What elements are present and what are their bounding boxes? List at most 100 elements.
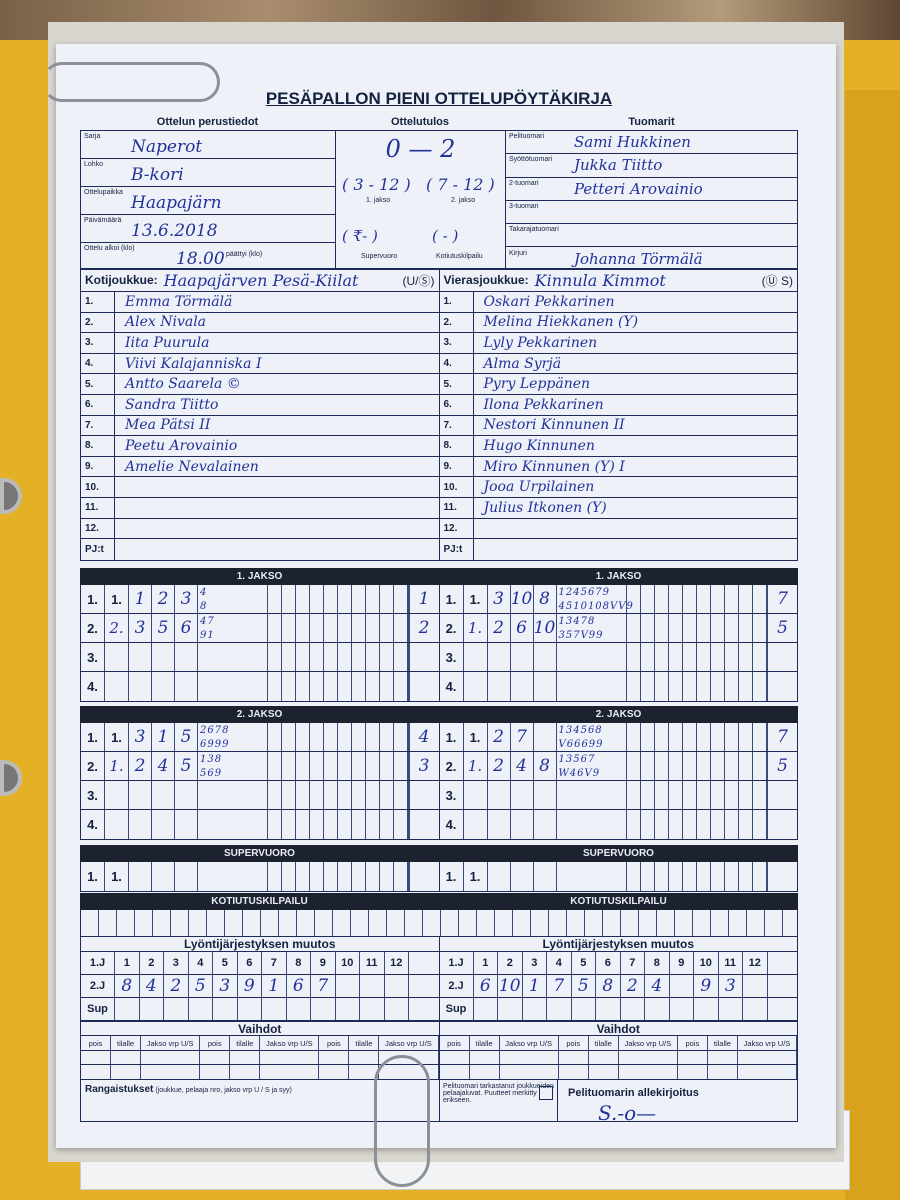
batter-cell[interactable] <box>175 862 198 891</box>
inning-runs[interactable]: 1 <box>408 585 439 613</box>
batter-cell[interactable]: 2 <box>129 752 152 780</box>
batter-cell[interactable]: 5 <box>175 723 198 751</box>
start-value[interactable]: 1. <box>464 752 488 780</box>
start-value[interactable] <box>464 781 488 809</box>
player-name[interactable]: Lyly Pekkarinen <box>483 334 598 351</box>
substitution-cell[interactable] <box>619 1065 678 1079</box>
player-name[interactable]: Miro Kinnunen (Y) I <box>483 458 625 475</box>
substitution-cell[interactable] <box>678 1065 708 1079</box>
empty-cells[interactable] <box>626 862 767 891</box>
substitution-cell[interactable] <box>111 1065 142 1079</box>
batter-cell[interactable]: 4 <box>152 752 175 780</box>
substitution-cell[interactable] <box>738 1051 798 1064</box>
inning-runs[interactable] <box>408 643 439 671</box>
start-value[interactable] <box>464 810 488 839</box>
batter-cell[interactable]: 3 <box>488 585 511 613</box>
inning-runs[interactable] <box>767 643 797 671</box>
inning-runs[interactable]: 4 <box>408 723 439 751</box>
inning-runs[interactable] <box>408 862 439 891</box>
inning-runs[interactable] <box>767 672 797 701</box>
lineup-cell[interactable]: 9 <box>238 975 262 997</box>
lineup-cell[interactable] <box>474 998 498 1020</box>
substitution-cell[interactable] <box>260 1051 320 1064</box>
lineup-cell[interactable] <box>140 998 164 1020</box>
batter-cell[interactable]: 2 <box>488 752 511 780</box>
lineup-cell[interactable] <box>523 998 547 1020</box>
batter-cell[interactable] <box>129 810 152 839</box>
run-marks[interactable] <box>198 810 268 839</box>
lineup-cell[interactable] <box>238 998 262 1020</box>
inning-runs[interactable] <box>408 781 439 809</box>
lineup-cell[interactable]: 7 <box>547 975 572 997</box>
batter-cell[interactable]: 8 <box>534 752 557 780</box>
start-value[interactable]: 1. <box>464 614 488 642</box>
batter-cell[interactable] <box>152 781 175 809</box>
lineup-cell[interactable] <box>336 975 360 997</box>
batter-cell[interactable]: 7 <box>511 723 534 751</box>
lineup-cell[interactable] <box>164 998 189 1020</box>
lineup-cell[interactable] <box>621 998 645 1020</box>
batter-cell[interactable]: 4 <box>511 752 534 780</box>
run-marks[interactable]: 13567 W46V9 <box>557 752 627 780</box>
lineup-cell[interactable]: 4 <box>645 975 670 997</box>
batter-cell[interactable] <box>488 643 511 671</box>
lineup-cell[interactable] <box>498 998 523 1020</box>
run-marks[interactable] <box>557 781 627 809</box>
run-marks[interactable]: 1245679 4510108VV9 <box>557 585 633 613</box>
player-name[interactable]: Peetu Arovainio <box>125 437 238 454</box>
lineup-cell[interactable]: 5 <box>189 975 213 997</box>
batter-cell[interactable]: 2 <box>152 585 175 613</box>
start-value[interactable]: 2. <box>105 614 129 642</box>
run-marks[interactable] <box>557 810 627 839</box>
lineup-cell[interactable]: 9 <box>694 975 719 997</box>
batter-cell[interactable] <box>511 862 534 891</box>
start-value[interactable] <box>105 781 129 809</box>
inning-runs[interactable]: 3 <box>408 752 439 780</box>
empty-cells[interactable] <box>626 585 767 613</box>
start-value[interactable] <box>105 672 129 701</box>
lineup-cell[interactable] <box>694 998 719 1020</box>
referee-name[interactable]: Sami Hukkinen <box>574 133 691 151</box>
substitution-cell[interactable] <box>619 1051 678 1064</box>
run-marks[interactable]: 134568 V66699 <box>557 723 627 751</box>
lineup-cell[interactable]: 7 <box>311 975 336 997</box>
substitution-cell[interactable] <box>260 1065 320 1079</box>
empty-cells[interactable] <box>268 752 409 780</box>
inning-runs[interactable] <box>767 862 797 891</box>
run-marks[interactable]: 138 569 <box>198 752 268 780</box>
substitution-cell[interactable] <box>141 1051 201 1064</box>
empty-cells[interactable] <box>626 723 767 751</box>
substitution-cell[interactable] <box>559 1065 589 1079</box>
lineup-cell[interactable] <box>360 975 385 997</box>
substitution-cell[interactable] <box>230 1051 261 1064</box>
referee-name[interactable]: Jukka Tiitto <box>574 156 663 175</box>
lineup-cell[interactable]: 1 <box>523 975 547 997</box>
batter-cell[interactable] <box>129 643 152 671</box>
batter-cell[interactable] <box>488 810 511 839</box>
lineup-cell[interactable] <box>743 975 768 997</box>
substitution-cell[interactable] <box>559 1051 589 1064</box>
batter-cell[interactable] <box>175 672 198 701</box>
player-name[interactable]: Iita Puurula <box>125 334 210 351</box>
lineup-cell[interactable] <box>572 998 596 1020</box>
empty-cells[interactable] <box>268 781 409 809</box>
substitution-cell[interactable] <box>319 1065 350 1079</box>
field-value[interactable]: Haapajärn <box>131 193 222 213</box>
inning-runs[interactable] <box>767 810 797 839</box>
lineup-cell[interactable]: 6 <box>287 975 311 997</box>
empty-cells[interactable] <box>268 810 409 839</box>
lineup-cell[interactable]: 3 <box>719 975 743 997</box>
field-value[interactable]: B-kori <box>131 165 184 185</box>
lineup-cell[interactable] <box>262 998 287 1020</box>
player-name[interactable]: Sandra Tiitto <box>125 396 219 413</box>
lineup-cell[interactable] <box>189 998 213 1020</box>
run-marks[interactable] <box>198 643 268 671</box>
batter-cell[interactable] <box>152 810 175 839</box>
empty-cells[interactable] <box>626 810 767 839</box>
batter-cell[interactable] <box>152 862 175 891</box>
batter-cell[interactable] <box>511 810 534 839</box>
batter-cell[interactable]: 2 <box>488 723 511 751</box>
substitution-cell[interactable] <box>379 1051 439 1064</box>
lineup-cell[interactable] <box>645 998 670 1020</box>
lineup-cell[interactable] <box>547 998 572 1020</box>
